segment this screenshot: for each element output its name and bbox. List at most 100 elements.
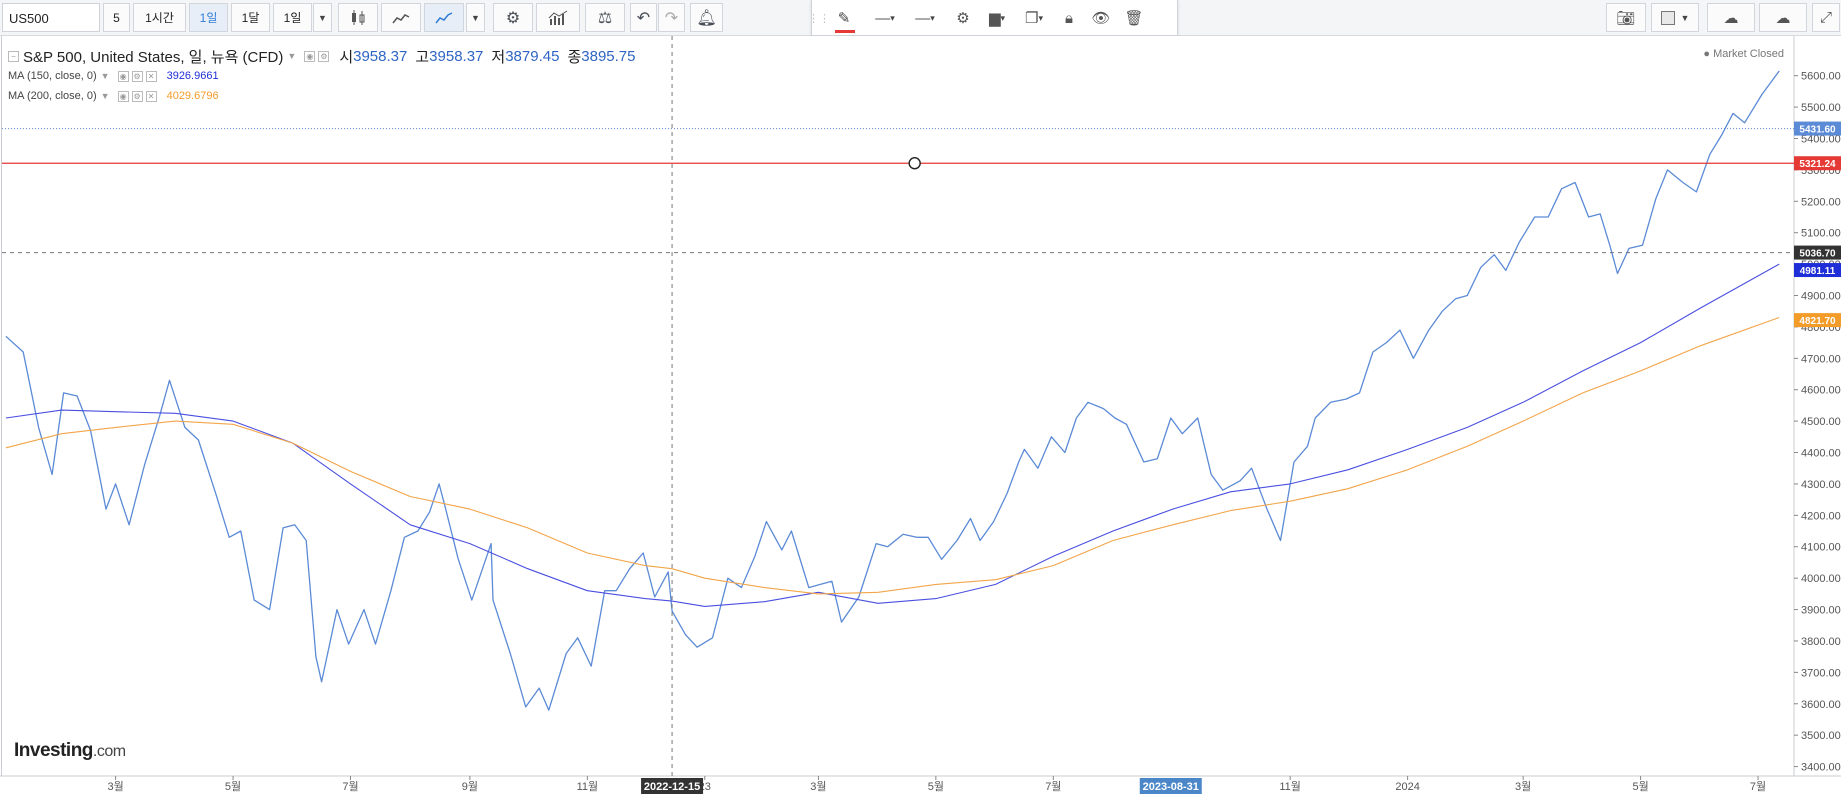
- y-axis-tick-label: 3800.00: [1801, 636, 1841, 648]
- y-axis-tick-label: 5600.00: [1801, 71, 1841, 83]
- layout-icon: [1660, 10, 1675, 25]
- x-axis-tick-label: 3월: [810, 780, 826, 793]
- redo-button[interactable]: ↷: [658, 3, 685, 32]
- price-tag: [1794, 313, 1841, 328]
- cloud-upload-icon: ☁: [1775, 9, 1791, 27]
- crosshair-date-tag: [641, 778, 704, 794]
- candlestick-icon: [352, 9, 365, 25]
- chart-type-dropdown-button[interactable]: ▼: [466, 3, 485, 32]
- y-axis-tick-label: 4200.00: [1801, 510, 1841, 522]
- visibility-button[interactable]: 👁︎: [1087, 5, 1115, 31]
- add-alert-button[interactable]: 🔔︎: [690, 3, 723, 32]
- interval-dropdown-button[interactable]: ▼: [313, 3, 332, 32]
- ohlc-high-label: 고: [415, 48, 430, 66]
- x-axis-tick-label: 7월: [342, 780, 358, 793]
- chevron-down-icon: ▼: [471, 12, 480, 23]
- eye-icon: 👁︎: [1091, 10, 1111, 27]
- drag-handle-icon[interactable]: ⋮⋮: [808, 12, 830, 25]
- layout-button[interactable]: ▼: [1651, 3, 1699, 32]
- close-icon[interactable]: ✕: [145, 70, 157, 82]
- redo-icon: ↷: [664, 9, 679, 27]
- chevron-down-icon: ▾: [890, 12, 895, 23]
- mountain-chart-button[interactable]: [381, 3, 421, 32]
- y-axis-tick-label: 3700.00: [1801, 667, 1841, 679]
- gear-icon: ⚙: [505, 9, 521, 27]
- visibility-toggle-icon[interactable]: ◉: [304, 50, 316, 62]
- y-axis-tick-label: 3900.00: [1801, 605, 1841, 617]
- price-tag-label: 5321.24: [1799, 159, 1836, 170]
- chevron-down-icon: ▼: [318, 12, 327, 23]
- price-tag-label: 4821.70: [1799, 316, 1836, 327]
- camera-icon: 📷︎: [1616, 9, 1636, 27]
- settings-small-icon[interactable]: ⚙: [131, 70, 143, 82]
- clone-button[interactable]: ❐ ▾: [1017, 5, 1051, 31]
- line-width-icon: —: [875, 9, 891, 27]
- ma200-label: MA (200, close, 0): [8, 90, 97, 102]
- x-axis-tick-label: 7월: [1750, 780, 1766, 793]
- interval-5min-button[interactable]: 5: [103, 3, 130, 32]
- price-tag: [1794, 245, 1841, 260]
- ma200-line: [5, 316, 1780, 595]
- cloud-download-icon: ☁: [1723, 9, 1739, 27]
- highlight-date-label: 2023-08-31: [1143, 781, 1199, 793]
- ohlc-low-label: 저: [491, 48, 506, 66]
- line-color-button[interactable]: ✎: [827, 5, 861, 33]
- visibility-toggle-icon[interactable]: ◉: [117, 90, 129, 102]
- ma150-label: MA (150, close, 0): [8, 70, 97, 82]
- undo-icon: ↶: [636, 9, 651, 27]
- copy-icon: ❐: [1025, 10, 1039, 27]
- cloud-load-button[interactable]: ☁: [1707, 3, 1755, 32]
- candlestick-chart-button[interactable]: [338, 3, 378, 32]
- chevron-down-icon[interactable]: ▼: [287, 51, 297, 61]
- indicators-button[interactable]: [536, 3, 580, 32]
- horizontal-line-handle[interactable]: [908, 157, 921, 170]
- price-chart[interactable]: 3400.00 3500.00 3600.00 3700.00 3800.00 3900.…: [0, 36, 1841, 797]
- line-chart-icon: [435, 11, 453, 23]
- lock-button[interactable]: 🔒︎: [1055, 5, 1083, 31]
- line-width-button[interactable]: — ▾: [866, 5, 904, 31]
- cloud-save-button[interactable]: ☁: [1759, 3, 1807, 32]
- x-axis-tick-label: 5월: [1632, 780, 1648, 793]
- y-axis-tick-label: 3400.00: [1801, 762, 1841, 774]
- y-axis-tick-label: 4600.00: [1801, 385, 1841, 397]
- y-axis-tick-label: 4100.00: [1801, 542, 1841, 554]
- layer-button[interactable]: ▆ ▾: [980, 5, 1014, 31]
- y-axis-tick-label: 4400.00: [1801, 448, 1841, 460]
- chevron-down-icon[interactable]: ▼: [100, 91, 110, 101]
- settings-button[interactable]: ⚙: [493, 3, 533, 32]
- ohlc-high-value: 3958.37: [429, 47, 484, 65]
- ma150-line: [5, 263, 1780, 607]
- settings-small-icon[interactable]: ⚙: [318, 50, 330, 62]
- settings-small-icon[interactable]: ⚙: [131, 90, 143, 102]
- collapse-legend-icon[interactable]: −: [8, 50, 19, 62]
- chevron-down-icon[interactable]: ▼: [100, 71, 110, 81]
- close-icon[interactable]: ✕: [145, 90, 157, 102]
- price-tag: [1794, 156, 1841, 171]
- logo-suffix-text: .com: [92, 743, 126, 760]
- investing-logo: Investing.com: [14, 740, 126, 762]
- crosshair-date-label: 2022-12-15: [644, 781, 700, 793]
- visibility-toggle-icon[interactable]: ◉: [117, 70, 129, 82]
- drawing-settings-button[interactable]: ⚙: [949, 5, 977, 31]
- interval-dropdown-value[interactable]: 1일: [273, 3, 312, 32]
- compare-button[interactable]: ⚖: [585, 3, 625, 32]
- expand-icon: ⤢: [1819, 9, 1832, 26]
- chart-background: [0, 36, 1841, 797]
- area-chart-icon: [392, 13, 410, 23]
- delete-drawing-button[interactable]: 🗑︎: [1120, 5, 1148, 31]
- color-swatch: [835, 30, 855, 33]
- y-axis-tick-label: 3600.00: [1801, 699, 1841, 711]
- symbol-input[interactable]: US500: [2, 3, 100, 32]
- x-axis-tick-label: 9월: [462, 780, 478, 793]
- fullscreen-button[interactable]: ⤢: [1812, 3, 1840, 32]
- line-style-button[interactable]: — ▾: [906, 5, 944, 31]
- screenshot-button[interactable]: 📷︎: [1606, 3, 1646, 32]
- legend-main-row: − S&P 500, United States, 일, 뉴욕 (CFD) ▼ …: [8, 46, 644, 66]
- interval-1hour-button[interactable]: 1시간: [133, 3, 186, 32]
- ohlc-low-value: 3879.45: [505, 47, 560, 65]
- interval-1day-button[interactable]: 1일: [189, 3, 228, 32]
- interval-1month-button[interactable]: 1달: [231, 3, 270, 32]
- undo-button[interactable]: ↶: [630, 3, 657, 32]
- line-chart-button[interactable]: [424, 3, 464, 32]
- logo-main-text: Investing: [14, 740, 93, 761]
